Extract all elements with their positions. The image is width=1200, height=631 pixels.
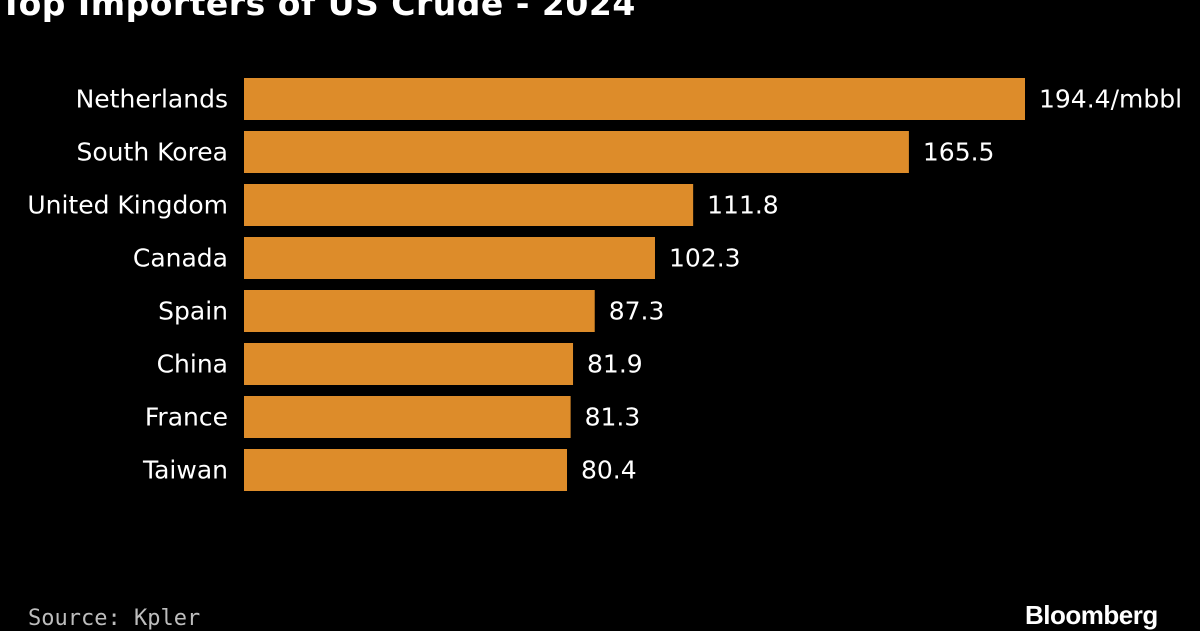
value-label: 111.8 [707,191,779,220]
bar-chart: Netherlands 194.4/mbbl South Korea 165.5 Uni… [27,78,1182,491]
value-label: 102.3 [669,244,741,273]
value-label: 81.9 [587,350,643,379]
bar-taiwan [244,449,568,491]
category-label: Spain [158,297,228,326]
bar-south-korea [244,131,909,173]
category-label: Canada [133,244,228,273]
bar-canada [244,237,655,279]
bar-united-kingdom [244,184,694,226]
category-label: South Korea [77,138,228,167]
bar-china [244,343,574,385]
bar-spain [244,290,595,332]
bar-netherlands [244,78,1025,120]
value-label: 80.4 [581,456,637,485]
value-label: 87.3 [609,297,665,326]
value-label: 194.4/mbbl [1039,85,1182,114]
chart-title: Top Importers of US Crude - 2024 [0,0,636,23]
category-label: France [145,403,228,432]
bar-france [244,396,571,438]
category-label: Taiwan [142,456,228,485]
category-label: China [157,350,228,379]
source-note: Source: Kpler [28,606,201,631]
category-label: United Kingdom [27,191,228,220]
category-label: Netherlands [76,85,228,114]
bloomberg-logo: Bloomberg [1025,600,1158,630]
value-label: 81.3 [585,403,641,432]
value-label: 165.5 [923,138,995,167]
